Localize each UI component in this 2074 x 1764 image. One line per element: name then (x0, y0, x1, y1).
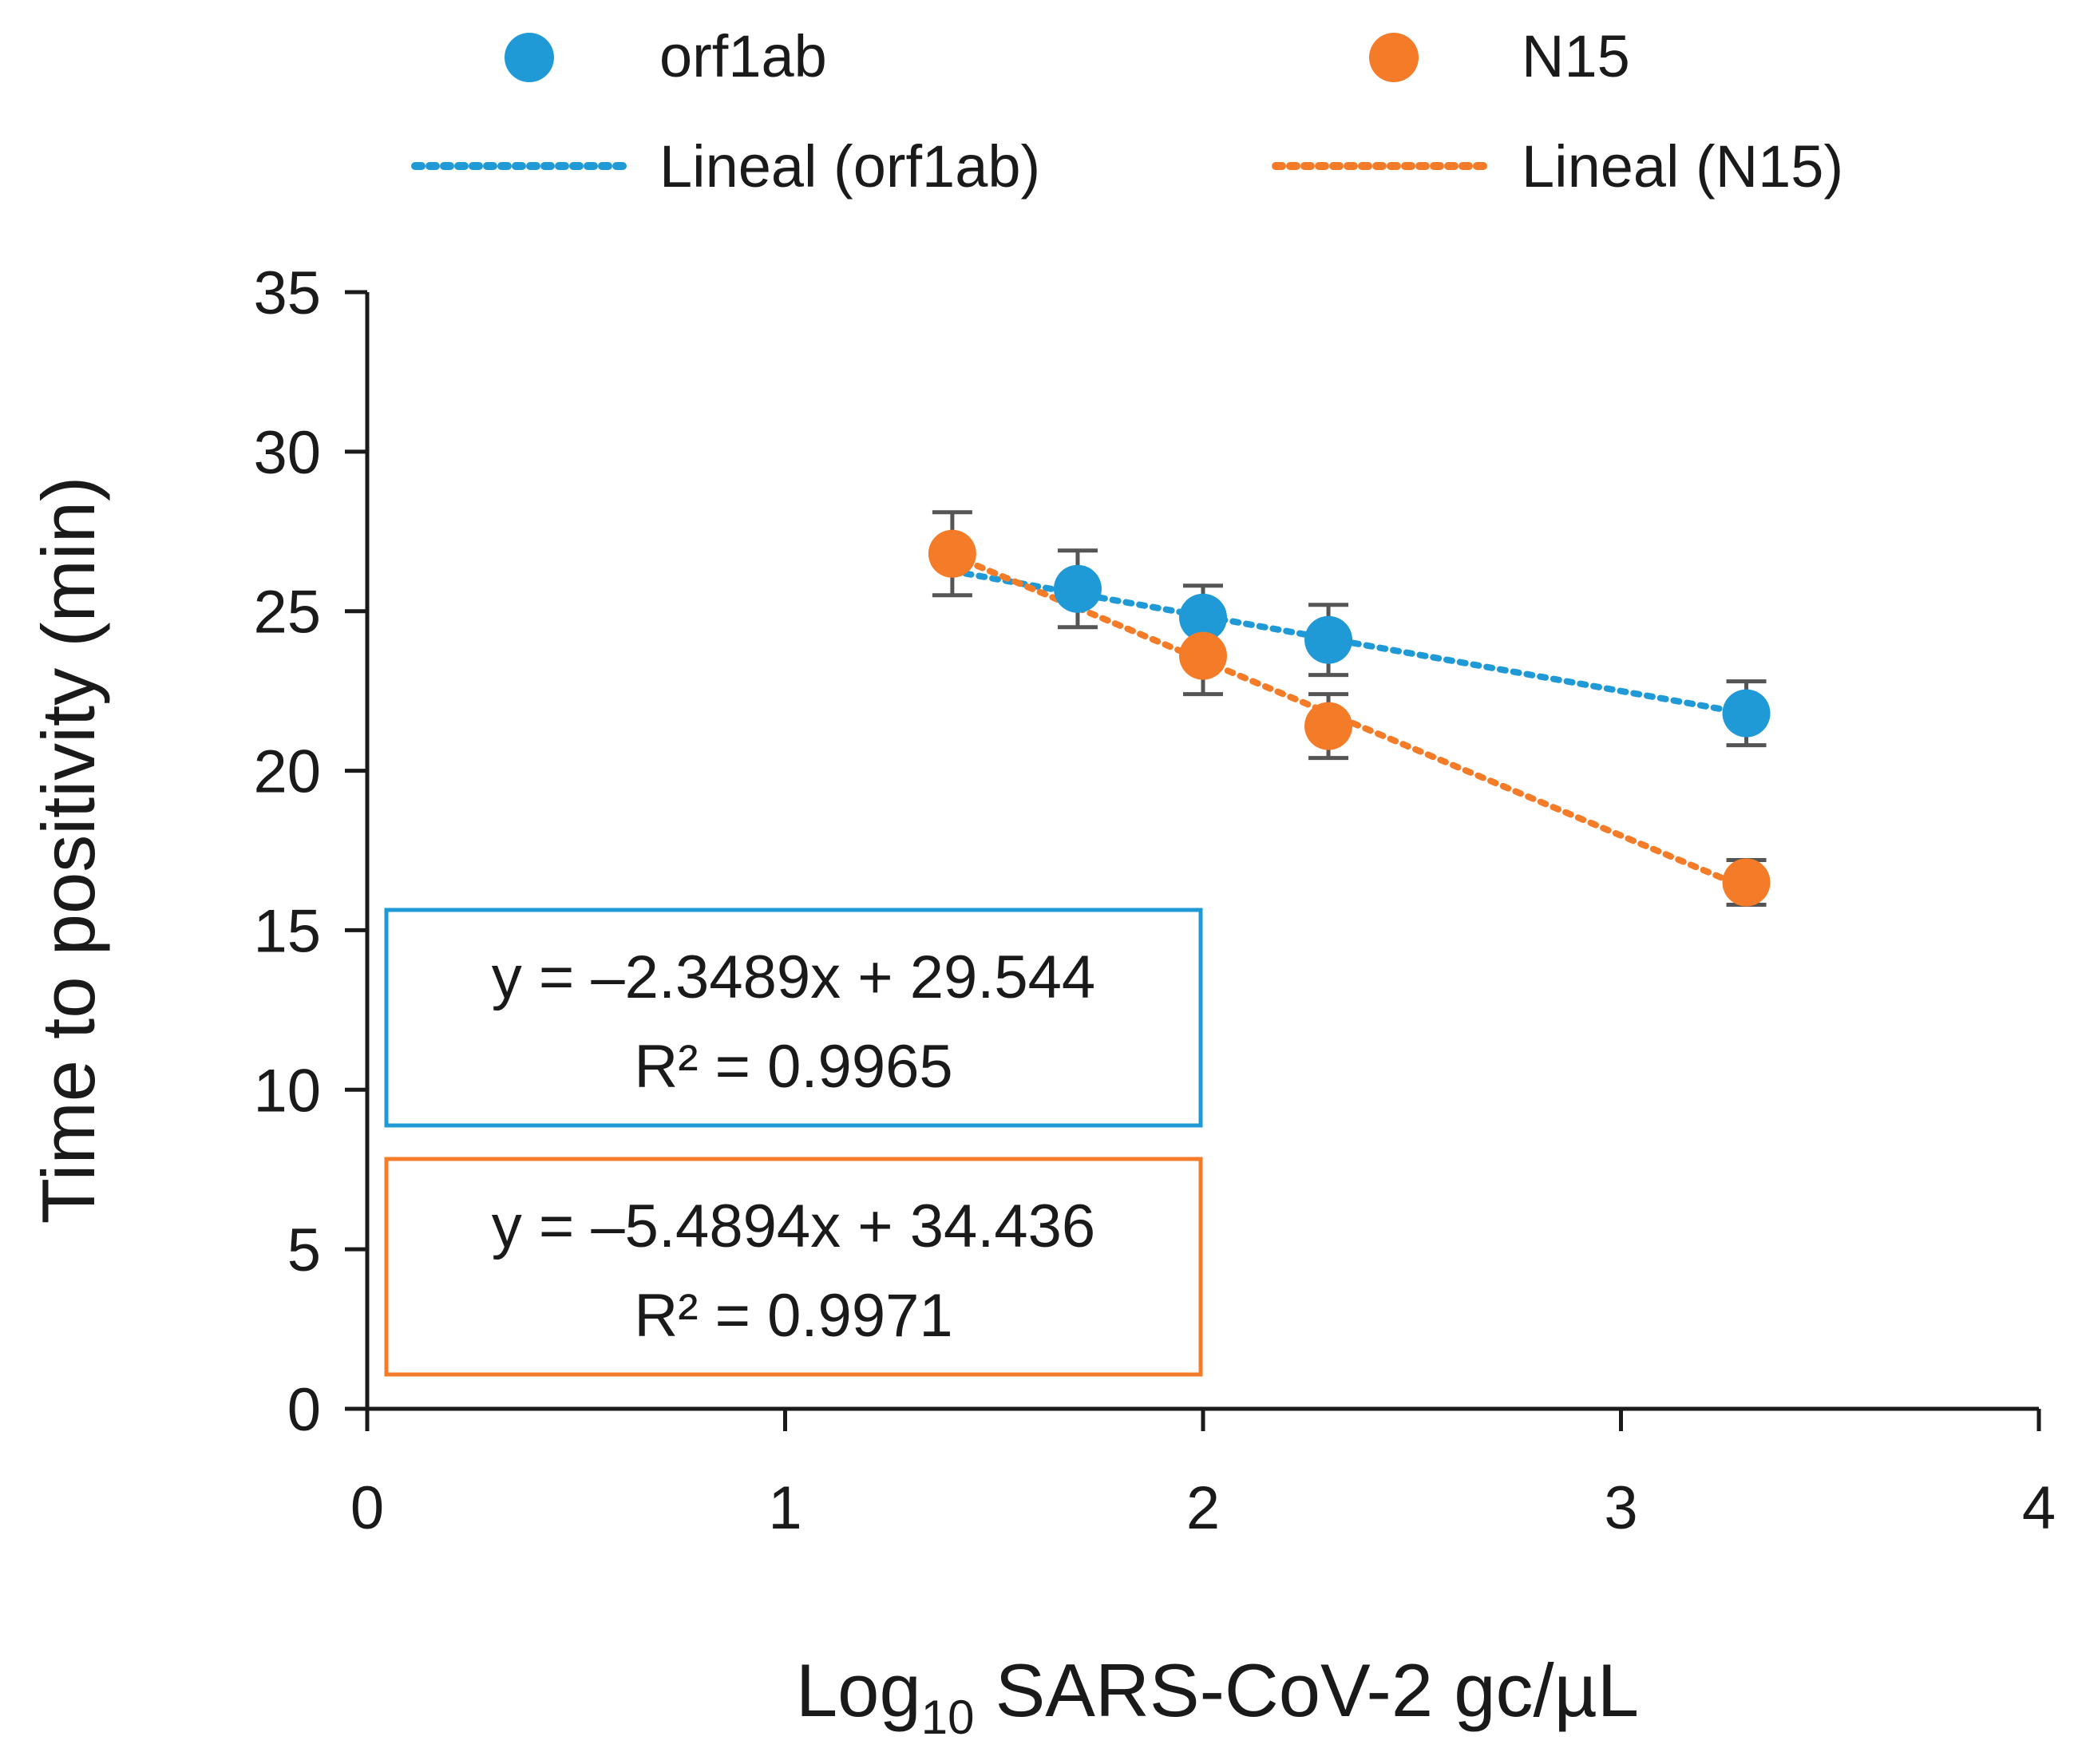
point-n15-0 (928, 529, 976, 578)
x-axis-title-subscript: 10 (921, 1691, 975, 1744)
y-tick-label-4: 20 (253, 738, 321, 806)
legend-label-orf1ab: orf1ab (659, 23, 827, 89)
y-axis-title: Time to positivity (min) (26, 477, 110, 1224)
y-tick-label-1: 5 (287, 1216, 321, 1284)
point-orf1ab-3 (1722, 689, 1771, 738)
point-orf1ab-2 (1304, 615, 1353, 664)
equation-box-orf1ab-frame (384, 908, 1203, 1128)
legend-marker-orf1ab (505, 33, 554, 82)
legend-label-lineal-n15: Lineal (N15) (1522, 133, 1843, 200)
equation-n15: y = –5.4894x + 34.436 (492, 1192, 1095, 1260)
point-orf1ab-1 (1179, 593, 1227, 642)
equation-orf1ab: y = –2.3489x + 29.544 (492, 943, 1095, 1011)
legend-label-n15: N15 (1522, 23, 1630, 89)
point-n15-2 (1304, 702, 1353, 750)
r-squared-orf1ab: R² = 0.9965 (634, 1033, 952, 1101)
x-axis-title: Log10 SARS-CoV-2 gc/µL (796, 1648, 1639, 1744)
y-ticks: 0 5 10 15 20 25 30 35 (253, 259, 367, 1444)
x-tick-label-4: 4 (2022, 1474, 2056, 1542)
y-tick-label-6: 30 (253, 419, 321, 487)
point-n15-3 (1722, 858, 1771, 907)
equation-box-orf1ab: y = –2.3489x + 29.544 R² = 0.9965 (384, 908, 1203, 1128)
x-ticks: 0 1 2 3 4 (350, 1409, 2056, 1542)
y-tick-label-5: 25 (253, 579, 321, 647)
r-squared-n15: R² = 0.9971 (634, 1282, 952, 1350)
y-tick-label-0: 0 (287, 1376, 321, 1444)
x-tick-label-1: 1 (768, 1474, 801, 1542)
x-tick-label-3: 3 (1604, 1474, 1637, 1542)
equation-box-n15: y = –5.4894x + 34.436 R² = 0.9971 (384, 1157, 1203, 1377)
legend-label-lineal-orf1ab: Lineal (orf1ab) (659, 133, 1040, 200)
legend: orf1ab N15 Lineal (orf1ab) Lineal (N15) (411, 23, 1843, 200)
equation-box-n15-frame (384, 1157, 1203, 1377)
x-axis-title-main: Log (796, 1648, 921, 1732)
x-axis-title-rest: SARS-CoV-2 gc/µL (974, 1648, 1639, 1732)
x-tick-label-2: 2 (1186, 1474, 1220, 1542)
point-orf1ab-0 (1053, 564, 1102, 613)
x-tick-label-0: 0 (350, 1474, 384, 1542)
y-tick-label-7: 35 (253, 259, 321, 327)
data-points (928, 529, 1771, 907)
y-tick-label-2: 10 (253, 1057, 321, 1125)
point-n15-1 (1179, 631, 1227, 680)
legend-marker-n15 (1369, 33, 1419, 82)
y-tick-label-3: 15 (253, 897, 321, 965)
